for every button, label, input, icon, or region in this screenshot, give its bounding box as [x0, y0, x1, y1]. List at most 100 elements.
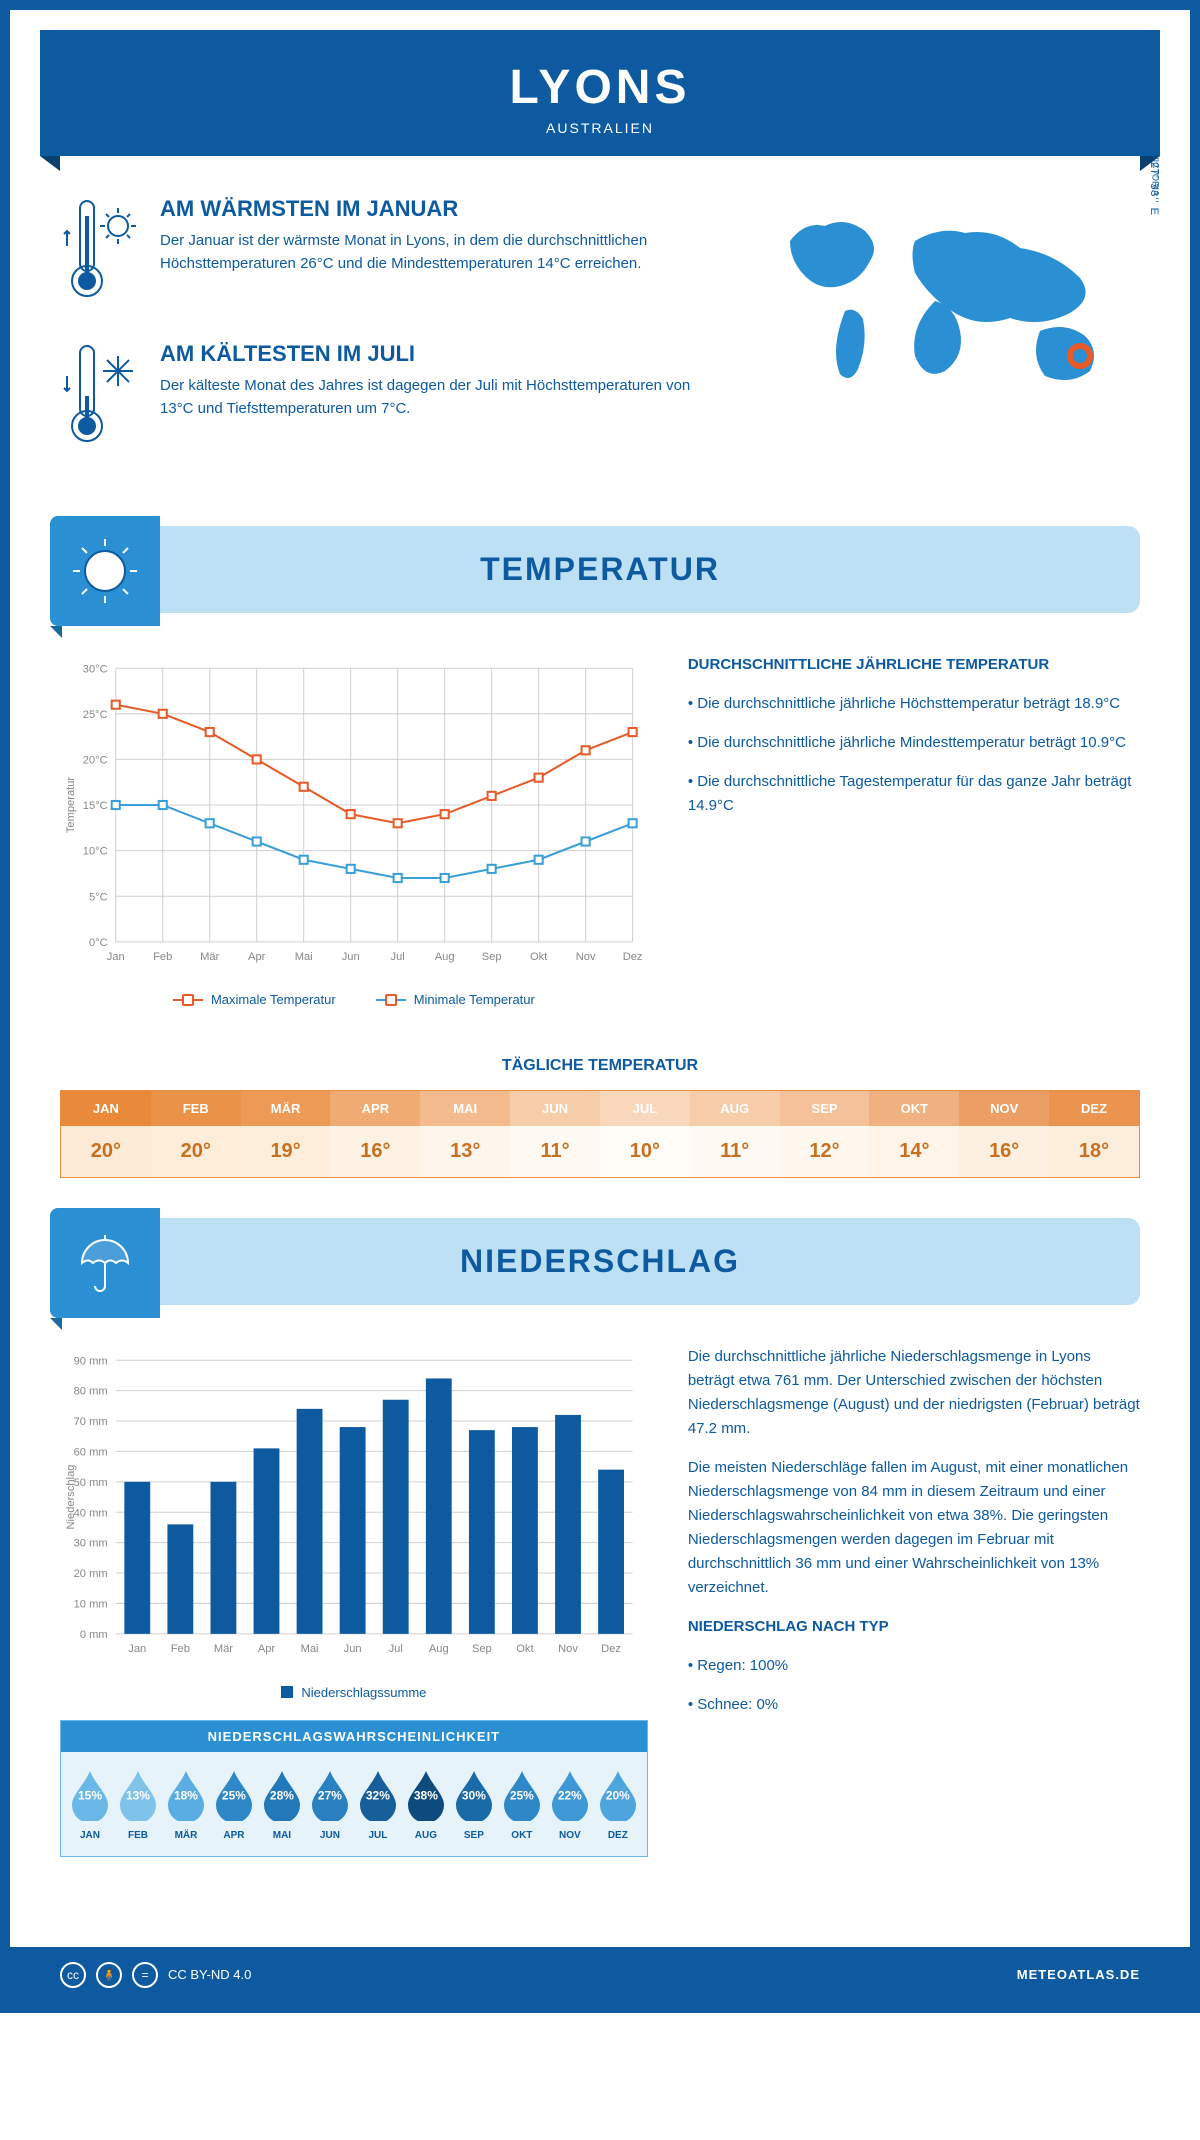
- drop-cell: 30%SEP: [450, 1767, 498, 1841]
- svg-text:Mär: Mär: [200, 951, 219, 963]
- temp-cell: MÄR19°: [241, 1091, 331, 1177]
- svg-text:80 mm: 80 mm: [74, 1386, 108, 1398]
- svg-text:Dez: Dez: [601, 1643, 621, 1655]
- drop-cell: 15%JAN: [66, 1767, 114, 1841]
- drop-cell: 22%NOV: [546, 1767, 594, 1841]
- temp-cell: JUL10°: [600, 1091, 690, 1177]
- svg-text:Nov: Nov: [558, 1643, 578, 1655]
- svg-text:Jan: Jan: [128, 1643, 146, 1655]
- thermometer-cold-icon: [60, 341, 140, 456]
- temp-cell: AUG11°: [690, 1091, 780, 1177]
- precip-type-title: NIEDERSCHLAG NACH TYP: [688, 1615, 1140, 1639]
- temp-cell: JAN20°: [61, 1091, 151, 1177]
- svg-text:Niederschlag: Niederschlag: [65, 1465, 77, 1530]
- svg-text:15°C: 15°C: [83, 800, 108, 812]
- daily-temp-table: JAN20°FEB20°MÄR19°APR16°MAI13°JUN11°JUL1…: [60, 1090, 1140, 1178]
- nd-icon: =: [132, 1962, 158, 1988]
- svg-text:25°C: 25°C: [83, 709, 108, 721]
- svg-text:Jan: Jan: [107, 951, 125, 963]
- drop-cell: 28%MAI: [258, 1767, 306, 1841]
- umbrella-icon: [50, 1208, 160, 1318]
- svg-text:90 mm: 90 mm: [74, 1356, 108, 1368]
- svg-text:5°C: 5°C: [89, 891, 108, 903]
- warmest-title: AM WÄRMSTEN IM JANUAR: [160, 196, 720, 222]
- temp-cell: NOV16°: [959, 1091, 1049, 1177]
- precip-text-1: Die durchschnittliche jährliche Niedersc…: [688, 1345, 1140, 1441]
- svg-text:Aug: Aug: [435, 951, 455, 963]
- svg-text:30°C: 30°C: [83, 663, 108, 675]
- page-title: LYONS: [40, 60, 1160, 115]
- drop-cell: 27%JUN: [306, 1767, 354, 1841]
- coords-label: 38° 0' 27'' S — 141° 27' 33'' E: [1148, 40, 1160, 216]
- svg-text:Okt: Okt: [516, 1643, 534, 1655]
- temp-cell: FEB20°: [151, 1091, 241, 1177]
- precip-text-2: Die meisten Niederschläge fallen im Augu…: [688, 1456, 1140, 1600]
- drop-cell: 38%AUG: [402, 1767, 450, 1841]
- precip-bar-chart: 0 mm 10 mm 20 mm 30 mm 40 mm 50 mm 60 mm 70 mm 8…: [60, 1345, 648, 1669]
- temp-cell: DEZ18°: [1049, 1091, 1139, 1177]
- section-header-precip: NIEDERSCHLAG: [60, 1218, 1140, 1305]
- temp-cell: MAI13°: [420, 1091, 510, 1177]
- section-header-temp: TEMPERATUR: [60, 526, 1140, 613]
- svg-text:40 mm: 40 mm: [74, 1508, 108, 1520]
- site-name: METEOATLAS.DE: [1017, 1967, 1140, 1982]
- svg-text:50 mm: 50 mm: [74, 1477, 108, 1489]
- temp-cell: APR16°: [330, 1091, 420, 1177]
- svg-text:Okt: Okt: [530, 951, 548, 963]
- svg-text:Jul: Jul: [391, 951, 405, 963]
- sun-icon: [50, 516, 160, 626]
- svg-text:10 mm: 10 mm: [74, 1599, 108, 1611]
- section-title-temp: TEMPERATUR: [60, 551, 1140, 588]
- svg-text:Feb: Feb: [153, 951, 172, 963]
- svg-text:Dez: Dez: [623, 951, 643, 963]
- svg-text:Mai: Mai: [301, 1643, 319, 1655]
- temp-cell: JUN11°: [510, 1091, 600, 1177]
- svg-text:Feb: Feb: [171, 1643, 190, 1655]
- temp-summary-title: DURCHSCHNITTLICHE JÄHRLICHE TEMPERATUR: [688, 653, 1140, 677]
- page-subtitle: AUSTRALIEN: [40, 120, 1160, 136]
- svg-text:Sep: Sep: [482, 951, 502, 963]
- temp-cell: OKT14°: [869, 1091, 959, 1177]
- license-text: CC BY-ND 4.0: [168, 1967, 251, 1982]
- header-banner: LYONS AUSTRALIEN: [40, 30, 1160, 156]
- coldest-text: Der kälteste Monat des Jahres ist dagege…: [160, 375, 720, 420]
- svg-text:0 mm: 0 mm: [80, 1629, 108, 1641]
- coldest-block: AM KÄLTESTEN IM JULI Der kälteste Monat …: [60, 341, 720, 456]
- svg-text:20°C: 20°C: [83, 754, 108, 766]
- drop-cell: 20%DEZ: [594, 1767, 642, 1841]
- coldest-title: AM KÄLTESTEN IM JULI: [160, 341, 720, 367]
- svg-text:Apr: Apr: [248, 951, 266, 963]
- svg-text:Apr: Apr: [258, 1643, 276, 1655]
- svg-text:0°C: 0°C: [89, 937, 108, 949]
- drop-cell: 25%APR: [210, 1767, 258, 1841]
- warmest-text: Der Januar ist der wärmste Monat in Lyon…: [160, 230, 720, 275]
- svg-text:Jun: Jun: [342, 951, 360, 963]
- svg-text:Jun: Jun: [344, 1643, 362, 1655]
- warmest-block: AM WÄRMSTEN IM JANUAR Der Januar ist der…: [60, 196, 720, 311]
- svg-text:Jul: Jul: [389, 1643, 403, 1655]
- precip-probability-table: NIEDERSCHLAGSWAHRSCHEINLICHKEIT 15%JAN13…: [60, 1720, 648, 1857]
- cc-icon: cc: [60, 1962, 86, 1988]
- svg-text:60 mm: 60 mm: [74, 1447, 108, 1459]
- svg-text:Temperatur: Temperatur: [65, 777, 77, 834]
- svg-text:Mär: Mär: [214, 1643, 233, 1655]
- world-map: VICTORIA 38° 0' 27'' S — 141° 27' 33'' E: [760, 196, 1140, 486]
- svg-text:Mai: Mai: [295, 951, 313, 963]
- svg-text:20 mm: 20 mm: [74, 1568, 108, 1580]
- svg-text:Nov: Nov: [576, 951, 596, 963]
- daily-temp-title: TÄGLICHE TEMPERATUR: [10, 1057, 1190, 1075]
- svg-text:Aug: Aug: [429, 1643, 449, 1655]
- svg-text:30 mm: 30 mm: [74, 1538, 108, 1550]
- section-title-precip: NIEDERSCHLAG: [60, 1243, 1140, 1280]
- drop-cell: 25%OKT: [498, 1767, 546, 1841]
- drop-cell: 18%MÄR: [162, 1767, 210, 1841]
- drop-cell: 32%JUL: [354, 1767, 402, 1841]
- svg-text:70 mm: 70 mm: [74, 1416, 108, 1428]
- svg-text:Sep: Sep: [472, 1643, 492, 1655]
- thermometer-hot-icon: [60, 196, 140, 311]
- footer: cc 🧍 = CC BY-ND 4.0 METEOATLAS.DE: [10, 1947, 1190, 2003]
- by-icon: 🧍: [96, 1962, 122, 1988]
- temp-line-chart: 0°C5°C10°C15°C20°C25°C30°CJanFebMärAprMa…: [60, 653, 648, 1007]
- temp-cell: SEP12°: [780, 1091, 870, 1177]
- drop-cell: 13%FEB: [114, 1767, 162, 1841]
